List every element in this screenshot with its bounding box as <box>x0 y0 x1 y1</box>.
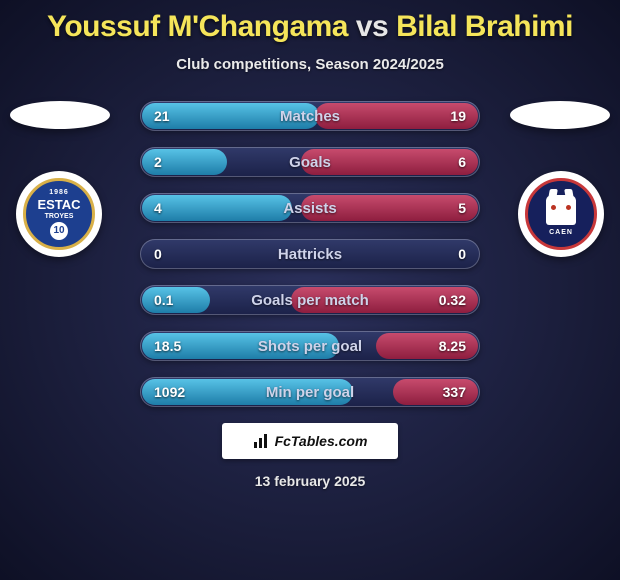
badge-name: ESTAC <box>37 197 80 212</box>
comparison-stage: 1986 ESTAC TROYES 10 CAEN 21 Matches 19 2 Go… <box>0 101 620 407</box>
badge-city: TROYES <box>45 213 74 220</box>
stat-value-left: 18.5 <box>154 338 181 354</box>
stat-row: 0.1 Goals per match 0.32 <box>140 285 480 315</box>
stat-label: Min per goal <box>266 384 354 401</box>
badge-year: 1986 <box>49 189 69 196</box>
branding-badge: FcTables.com <box>222 423 398 459</box>
stat-fill-left <box>142 195 292 221</box>
stat-value-right: 5 <box>458 200 466 216</box>
branding-text: FcTables.com <box>275 433 368 449</box>
player2-name: Bilal Brahimi <box>396 10 573 43</box>
stat-label: Assists <box>283 200 336 217</box>
stat-value-left: 21 <box>154 108 170 124</box>
badge-number: 10 <box>50 222 68 240</box>
stat-value-right: 19 <box>450 108 466 124</box>
troyes-badge-icon: 1986 ESTAC TROYES 10 <box>23 178 95 250</box>
stat-label: Hattricks <box>278 246 342 263</box>
stat-value-right: 337 <box>443 384 466 400</box>
player1-oval <box>10 101 110 129</box>
stat-value-left: 2 <box>154 154 162 170</box>
vs-text: vs <box>356 10 388 43</box>
subtitle: Club competitions, Season 2024/2025 <box>0 56 620 73</box>
date-text: 13 february 2025 <box>0 473 620 489</box>
stat-value-left: 0.1 <box>154 292 173 308</box>
stat-value-left: 4 <box>154 200 162 216</box>
stat-value-right: 0.32 <box>439 292 466 308</box>
stat-value-right: 6 <box>458 154 466 170</box>
stat-row: 21 Matches 19 <box>140 101 480 131</box>
badge-text: CAEN <box>549 229 573 236</box>
player2-oval <box>510 101 610 129</box>
caen-badge-icon: CAEN <box>525 178 597 250</box>
chart-icon <box>253 433 269 449</box>
player1-club-badge: 1986 ESTAC TROYES 10 <box>16 171 102 257</box>
stat-row: 2 Goals 6 <box>140 147 480 177</box>
stat-label: Matches <box>280 108 340 125</box>
stat-label: Shots per goal <box>258 338 362 355</box>
stat-value-right: 0 <box>458 246 466 262</box>
stat-label: Goals <box>289 154 331 171</box>
stat-row: 0 Hattricks 0 <box>140 239 480 269</box>
page-title: Youssuf M'Changama vs Bilal Brahimi <box>0 0 620 44</box>
stat-row: 1092 Min per goal 337 <box>140 377 480 407</box>
stat-value-right: 8.25 <box>439 338 466 354</box>
stat-fill-left <box>142 287 210 313</box>
stat-value-left: 0 <box>154 246 162 262</box>
stat-rows: 21 Matches 19 2 Goals 6 4 Assists 5 0 Hattricks 0 0.… <box>140 101 480 407</box>
player1-name: Youssuf M'Changama <box>47 10 348 43</box>
player2-club-badge: CAEN <box>518 171 604 257</box>
stat-label: Goals per match <box>251 292 369 309</box>
stat-row: 4 Assists 5 <box>140 193 480 223</box>
stat-row: 18.5 Shots per goal 8.25 <box>140 331 480 361</box>
stat-value-left: 1092 <box>154 384 185 400</box>
